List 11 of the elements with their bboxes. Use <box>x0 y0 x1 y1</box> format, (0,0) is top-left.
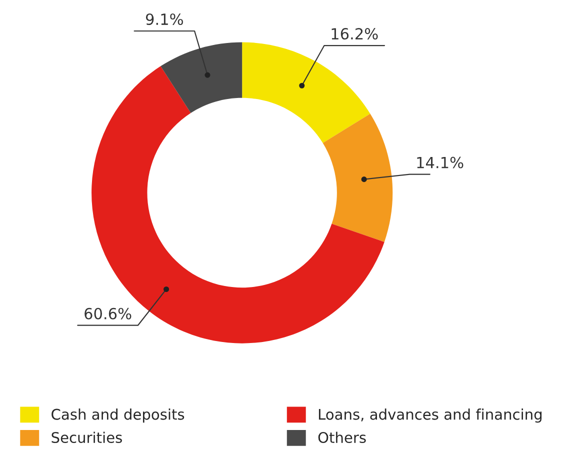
donut-slice <box>160 42 242 114</box>
legend-label: Loans, advances and financing <box>318 408 542 423</box>
data-label: 14.1% <box>417 156 464 168</box>
legend-label: Securities <box>52 432 122 444</box>
data-label: 9.1% <box>146 13 183 26</box>
data-label: 16.2% <box>332 28 378 40</box>
data-label: 60.6% <box>84 308 132 320</box>
donut-slice <box>322 114 393 242</box>
legend-label: Cash and deposits <box>52 408 184 423</box>
legend-label: Others <box>318 432 366 444</box>
donut-slice <box>242 42 370 143</box>
